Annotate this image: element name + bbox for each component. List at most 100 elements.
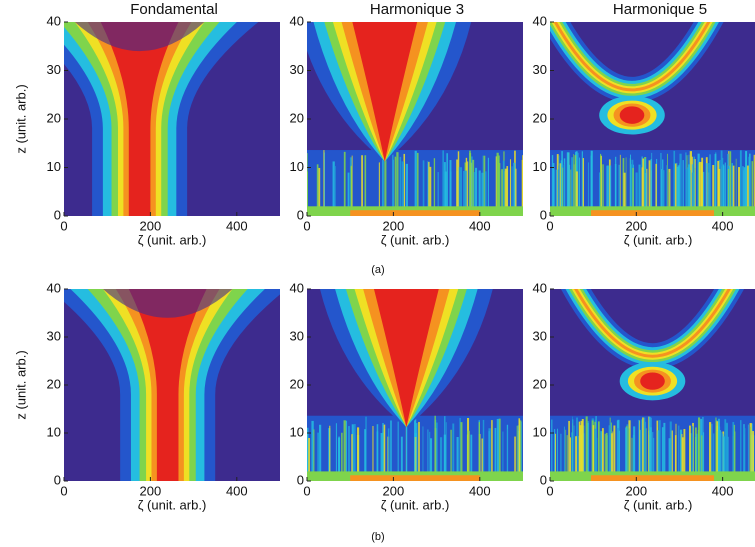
heat-stripe bbox=[628, 420, 631, 481]
heat-stripe bbox=[650, 417, 652, 481]
heat-stripe bbox=[643, 417, 646, 481]
y-tick-label: 20 bbox=[290, 376, 304, 391]
x-tick-label: 0 bbox=[546, 483, 553, 498]
heat-stripe bbox=[694, 436, 696, 481]
heatmap bbox=[550, 22, 755, 216]
heat-stripe bbox=[691, 426, 694, 481]
heat-stripe bbox=[700, 418, 703, 481]
heat-stripe bbox=[498, 418, 501, 481]
heatmap bbox=[64, 22, 280, 216]
y-tick-label: 20 bbox=[533, 110, 547, 125]
y-tick-label: 30 bbox=[47, 62, 61, 77]
y-tick-label: 30 bbox=[290, 62, 304, 77]
heat-stripe bbox=[351, 155, 353, 216]
heat-stripe bbox=[641, 167, 643, 216]
heat-stripe bbox=[437, 172, 439, 216]
heat-stripe bbox=[501, 169, 503, 216]
heat-stripe bbox=[372, 425, 374, 481]
heat-stripe bbox=[583, 425, 585, 481]
heat-stripe bbox=[625, 427, 628, 481]
heat-stripe bbox=[601, 428, 604, 481]
heat-stripe bbox=[519, 420, 522, 481]
heat-stripe bbox=[722, 164, 725, 216]
heat-stripe bbox=[648, 160, 651, 216]
heat-stripe bbox=[406, 422, 408, 481]
heat-region bbox=[352, 22, 418, 162]
heat-stripe bbox=[585, 416, 588, 481]
y-tick-label: 20 bbox=[533, 376, 547, 391]
x-axis-label: ζ (unit. arb.) bbox=[624, 232, 693, 247]
heat-stripe bbox=[427, 161, 428, 216]
heat-stripe bbox=[750, 426, 751, 481]
heat-stripe bbox=[652, 437, 655, 481]
heat-stripe bbox=[689, 151, 692, 216]
heat-stripe bbox=[335, 423, 337, 481]
heat-stripe bbox=[361, 155, 363, 216]
heat-stripe bbox=[474, 167, 478, 216]
heat-stripe bbox=[418, 421, 420, 481]
heat-stripe bbox=[439, 437, 443, 481]
heat-stripe bbox=[382, 159, 384, 216]
y-tick-label: 20 bbox=[47, 110, 61, 125]
heat-stripe bbox=[554, 429, 556, 481]
heat-stripe bbox=[433, 158, 436, 216]
heat-stripe bbox=[405, 163, 408, 216]
heat-stripe bbox=[594, 428, 597, 481]
heat-stripe bbox=[427, 429, 429, 481]
heat-stripe bbox=[458, 167, 460, 216]
heat-stripe bbox=[645, 172, 647, 216]
heat-stripe bbox=[382, 422, 384, 481]
heat-stripe bbox=[348, 426, 350, 481]
y-tick-label: 40 bbox=[290, 13, 304, 28]
heat-stripe bbox=[324, 152, 326, 216]
heat-stripe bbox=[674, 163, 677, 216]
heat-stripe bbox=[688, 164, 691, 216]
heat-stripe bbox=[460, 422, 463, 481]
heat-stripe bbox=[657, 430, 660, 481]
heat-stripe bbox=[615, 156, 617, 216]
heat-stripe bbox=[429, 438, 433, 481]
heat-region bbox=[571, 279, 735, 356]
heat-floor bbox=[350, 475, 480, 481]
heat-stripe bbox=[575, 436, 577, 481]
heat-stripe bbox=[740, 150, 742, 216]
y-tick-label: 20 bbox=[47, 376, 61, 391]
heat-stripe bbox=[577, 152, 579, 216]
heat-stripe bbox=[724, 162, 726, 216]
heat-stripe bbox=[376, 424, 379, 481]
x-tick-label: 0 bbox=[60, 483, 67, 498]
heat-stripe bbox=[679, 429, 683, 481]
heat-stripe bbox=[740, 420, 742, 481]
y-tick-label: 10 bbox=[47, 424, 61, 439]
heat-stripe bbox=[318, 424, 322, 481]
heat-stripe bbox=[516, 425, 518, 481]
heat-stripe bbox=[721, 431, 722, 481]
heat-stripe bbox=[318, 167, 321, 216]
heat-stripe bbox=[743, 167, 746, 216]
heat-region bbox=[128, 289, 207, 481]
heat-stripe bbox=[392, 154, 394, 216]
heat-stripe bbox=[715, 417, 717, 481]
heat-stripe bbox=[702, 171, 705, 216]
x-tick-label: 200 bbox=[383, 483, 405, 498]
heat-stripe bbox=[638, 164, 641, 216]
heat-stripe bbox=[656, 420, 659, 481]
heat-stripe bbox=[394, 156, 396, 216]
heat-stripe bbox=[555, 169, 557, 216]
heat-stripe bbox=[472, 159, 475, 216]
heat-stripe bbox=[707, 163, 710, 216]
heat-stripe bbox=[638, 419, 640, 481]
heat-region bbox=[100, 22, 179, 216]
heat-stripe bbox=[551, 419, 553, 481]
x-axis-label: ζ (unit. arb.) bbox=[381, 232, 450, 247]
heat-stripe bbox=[444, 171, 447, 216]
heat-stripe bbox=[727, 168, 729, 216]
heat-stripe bbox=[644, 421, 647, 481]
heat-stripe bbox=[606, 165, 609, 216]
heat-stripe bbox=[483, 155, 486, 216]
heat-region bbox=[619, 106, 645, 124]
heat-stripe bbox=[590, 155, 592, 216]
heat-stripe bbox=[365, 416, 367, 481]
heat-stripe bbox=[683, 429, 686, 481]
heat-stripe bbox=[347, 172, 350, 216]
